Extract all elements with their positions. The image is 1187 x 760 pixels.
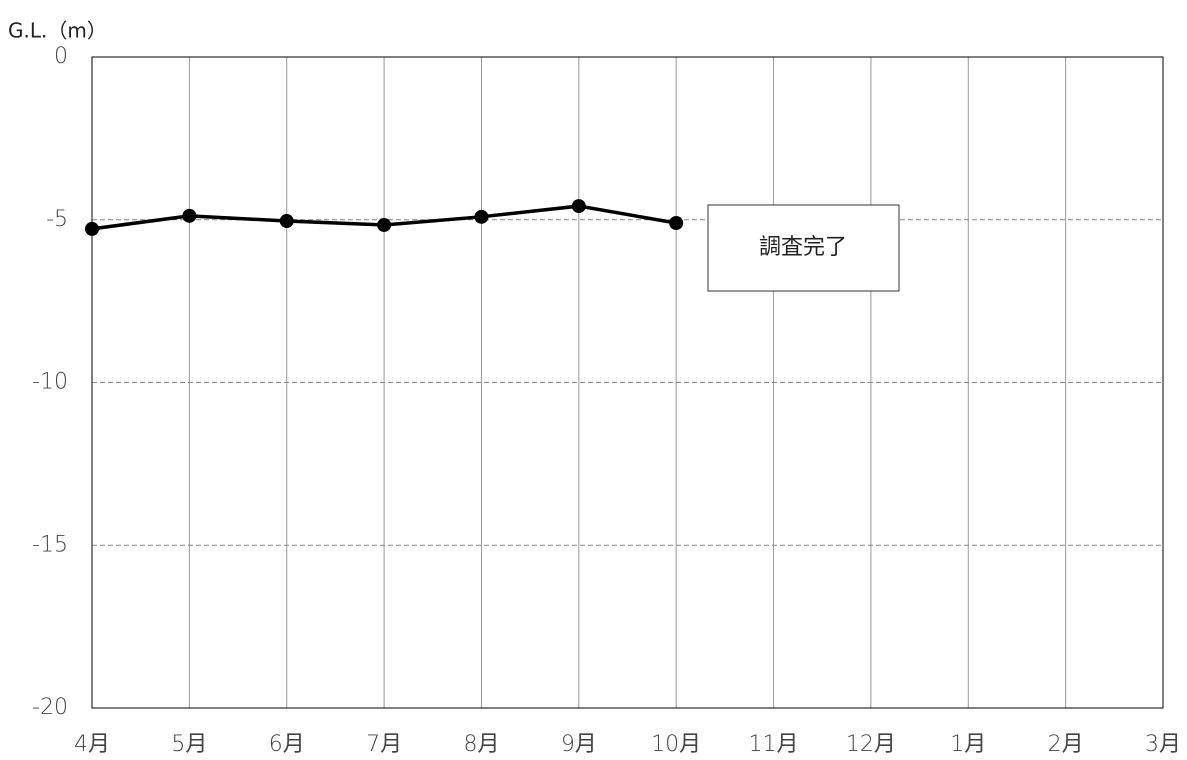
x-tick-label: 5月 [171, 732, 207, 757]
x-tick-label: 12月 [846, 732, 896, 757]
y-tick-label: -5 [46, 207, 68, 232]
x-tick-label: 6月 [269, 732, 305, 757]
x-tick-label: 3月 [1145, 732, 1181, 757]
y-tick-label: -20 [32, 695, 68, 720]
x-tick-label: 11月 [749, 732, 799, 757]
x-tick-label: 8月 [463, 732, 499, 757]
x-tick-label: 10月 [651, 732, 701, 757]
point [474, 209, 489, 224]
x-tick-label: 9月 [561, 732, 597, 757]
plot-border [91, 56, 1164, 709]
annotation: 調査完了 [759, 235, 847, 260]
x-tick-label: 1月 [950, 732, 986, 757]
point [182, 208, 197, 223]
point [377, 217, 392, 232]
annotation-box [707, 204, 900, 292]
y-tick-label: -15 [32, 532, 68, 557]
point [571, 199, 586, 214]
y-tick-label: -10 [32, 370, 68, 395]
x-tick-label: 4月 [74, 732, 110, 757]
x-tick-label: 2月 [1048, 732, 1084, 757]
point [85, 221, 99, 236]
point [279, 214, 294, 229]
point [669, 216, 684, 231]
x-tick-label: 7月 [366, 732, 402, 757]
y-tick-label: 0 [54, 44, 68, 69]
y-axis-label: G.L.（m） [8, 19, 107, 43]
